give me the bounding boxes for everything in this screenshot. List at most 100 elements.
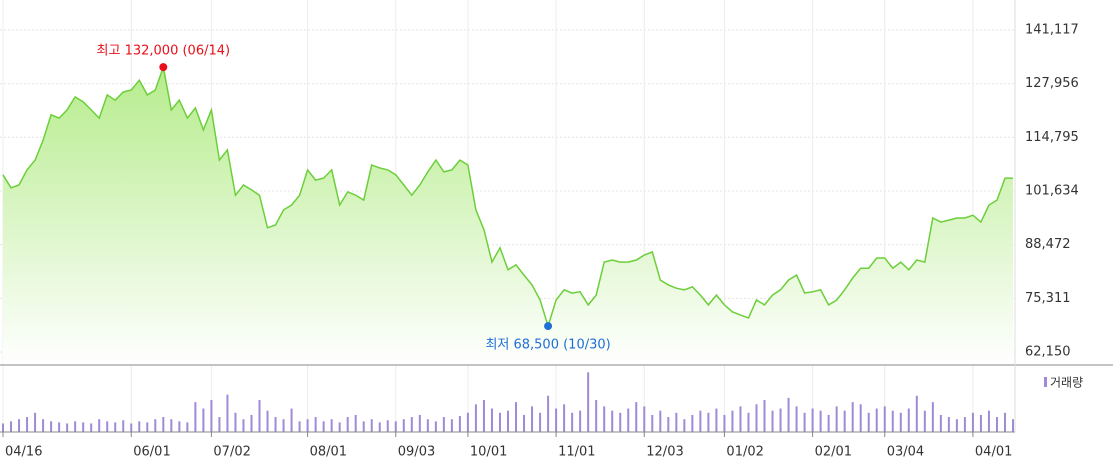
price-line (2, 64, 1013, 329)
volume-bar (194, 402, 197, 432)
volume-bar (370, 419, 373, 432)
volume-bar (579, 410, 582, 432)
volume-bar (763, 400, 766, 432)
volume-bar (490, 408, 493, 432)
volume-bar (587, 372, 590, 432)
volume-bar (106, 421, 109, 432)
volume-bar (547, 395, 550, 432)
volume-bar (282, 419, 285, 432)
volume-bar (250, 414, 253, 432)
low-label: 최저 68,500 (10/30) (485, 338, 610, 353)
volume-bar (298, 421, 301, 432)
volume-bar (458, 416, 461, 432)
volume-bar (130, 423, 133, 432)
volume-bar (34, 412, 37, 432)
volume-bar (18, 419, 21, 432)
volume-bar (947, 417, 950, 432)
volume-bar (643, 406, 646, 432)
volume-bar (314, 417, 317, 432)
volume-bar (907, 408, 910, 432)
y-tick-label: 114,795 (1025, 130, 1079, 145)
volume-bar (258, 400, 261, 432)
volume-bar (971, 412, 974, 432)
legend-label: 거래량 (1050, 376, 1083, 390)
volume-bar (82, 422, 85, 432)
volume-bar (659, 410, 662, 432)
volume-bar (26, 417, 29, 432)
volume-bar (90, 423, 93, 432)
volume-bar (675, 412, 678, 432)
volume-bar (178, 421, 181, 432)
y-tick-label: 62,150 (1025, 344, 1071, 359)
volume-bar (843, 410, 846, 432)
volume-bar (66, 423, 69, 432)
price-area (3, 67, 1013, 365)
volume-bar (595, 400, 598, 432)
x-tick-label: 03/04 (887, 445, 924, 460)
y-tick-label: 141,117 (1025, 22, 1079, 37)
volume-bar (739, 406, 742, 432)
volume-bar (482, 400, 485, 432)
volume-bar (827, 414, 830, 432)
volume-bar (779, 408, 782, 432)
volume-bar (819, 410, 822, 432)
volume-bar (795, 406, 798, 432)
volume-bar (154, 419, 157, 432)
x-tick-label: 07/02 (213, 445, 250, 460)
volume-bar (474, 404, 477, 432)
x-tick-label: 10/01 (470, 445, 507, 460)
volume-bar (851, 402, 854, 432)
volume-bar (58, 422, 61, 432)
volume-bar (987, 410, 990, 432)
volume-bar (402, 419, 405, 432)
y-tick-label: 75,311 (1025, 291, 1071, 306)
volume-bar (771, 410, 774, 432)
high-marker (159, 63, 168, 72)
legend-swatch (1044, 377, 1047, 387)
volume-bar (875, 408, 878, 432)
x-tick-label: 11/01 (558, 445, 595, 460)
high-label: 최고 132,000 (06/14) (97, 44, 231, 59)
volume-bar (571, 412, 574, 432)
volume-bar (338, 422, 341, 432)
volume-bar (170, 419, 173, 432)
volume-bar (322, 421, 325, 432)
volume-bar (707, 412, 710, 432)
x-tick-label: 08/01 (310, 445, 347, 460)
volume-bar (899, 412, 902, 432)
volume-bar (330, 419, 333, 432)
volume-bar (346, 417, 349, 432)
volume-bar (811, 408, 814, 432)
volume-bar (995, 417, 998, 432)
volume-bar (611, 410, 614, 432)
volume-bar (883, 406, 886, 432)
volume-bar (699, 410, 702, 432)
x-tick-label: 04/01 (975, 445, 1012, 460)
volume-bar (787, 397, 790, 432)
volume-bar (410, 417, 413, 432)
volume-bar (651, 414, 654, 432)
volume-bar (515, 402, 518, 432)
volume-bar (859, 404, 862, 432)
volume-bar (50, 421, 53, 432)
volume-bar (747, 412, 750, 432)
volume-bar (186, 422, 189, 432)
volume-bar (539, 412, 542, 432)
x-tick-label: 06/01 (133, 445, 170, 460)
volume-bar (963, 417, 966, 432)
volume-bar (138, 421, 141, 432)
volume-bar (955, 419, 958, 432)
volume-bar (603, 406, 606, 432)
volume-bar (442, 417, 445, 432)
volume-bar (98, 419, 101, 432)
volume-bar (362, 421, 365, 432)
x-tick-label: 01/02 (726, 445, 763, 460)
volume-bar (627, 408, 630, 432)
volume-bar (723, 414, 726, 432)
volume-bar (354, 414, 357, 432)
volume-bar (915, 395, 918, 432)
volume-bar (531, 406, 534, 432)
volume-bar (923, 410, 926, 432)
volume-bar (523, 414, 526, 432)
